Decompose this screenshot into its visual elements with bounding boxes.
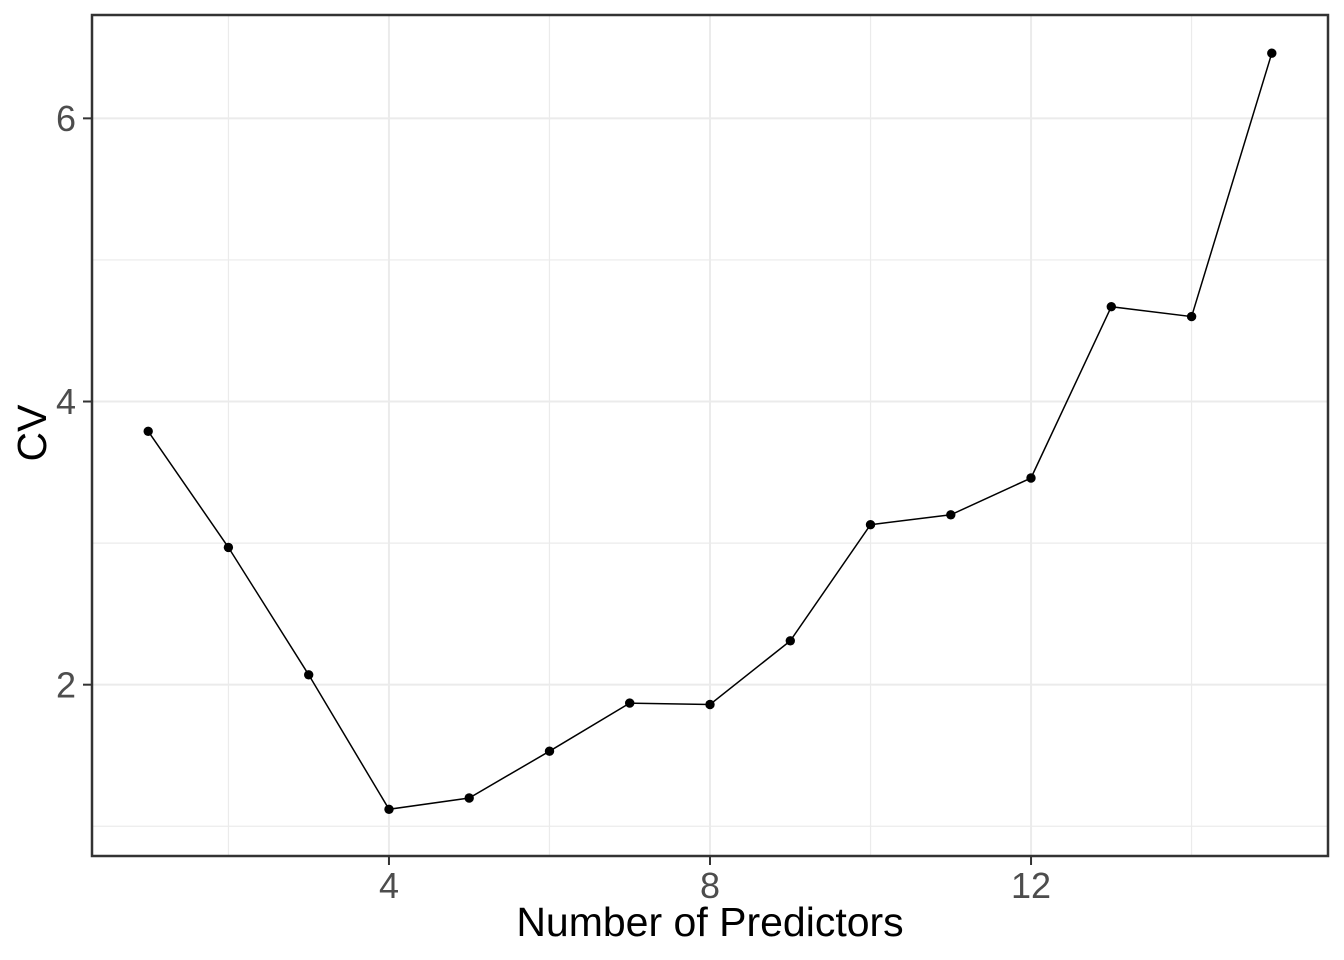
data-point	[1106, 302, 1117, 312]
data-point	[865, 520, 876, 530]
data-point	[223, 542, 234, 553]
axis-tick-marks	[83, 117, 1033, 865]
data-point	[946, 510, 956, 520]
x-tick-label: 12	[1011, 865, 1051, 906]
x-tick-label: 8	[700, 865, 720, 906]
data-point	[705, 699, 715, 710]
data-point	[464, 793, 474, 803]
major-gridlines	[92, 15, 1328, 856]
data-point	[544, 746, 555, 756]
data-point	[143, 426, 153, 436]
data-point	[1026, 473, 1036, 483]
data-point	[304, 670, 314, 680]
data-point	[785, 636, 795, 646]
data-point	[1186, 311, 1197, 322]
data-point	[384, 804, 394, 814]
data-point	[1267, 48, 1277, 58]
y-tick-label: 6	[56, 98, 76, 139]
data-point	[625, 698, 635, 708]
y-tick-label: 2	[56, 664, 76, 705]
y-axis-title: CV	[9, 404, 55, 462]
axis-tick-labels: 4 8 12 2 4 6	[56, 98, 1051, 906]
x-tick-label: 4	[379, 865, 399, 906]
y-tick-label: 4	[56, 381, 76, 422]
cv-series	[143, 48, 1277, 814]
x-axis-title: Number of Predictors	[516, 899, 903, 945]
